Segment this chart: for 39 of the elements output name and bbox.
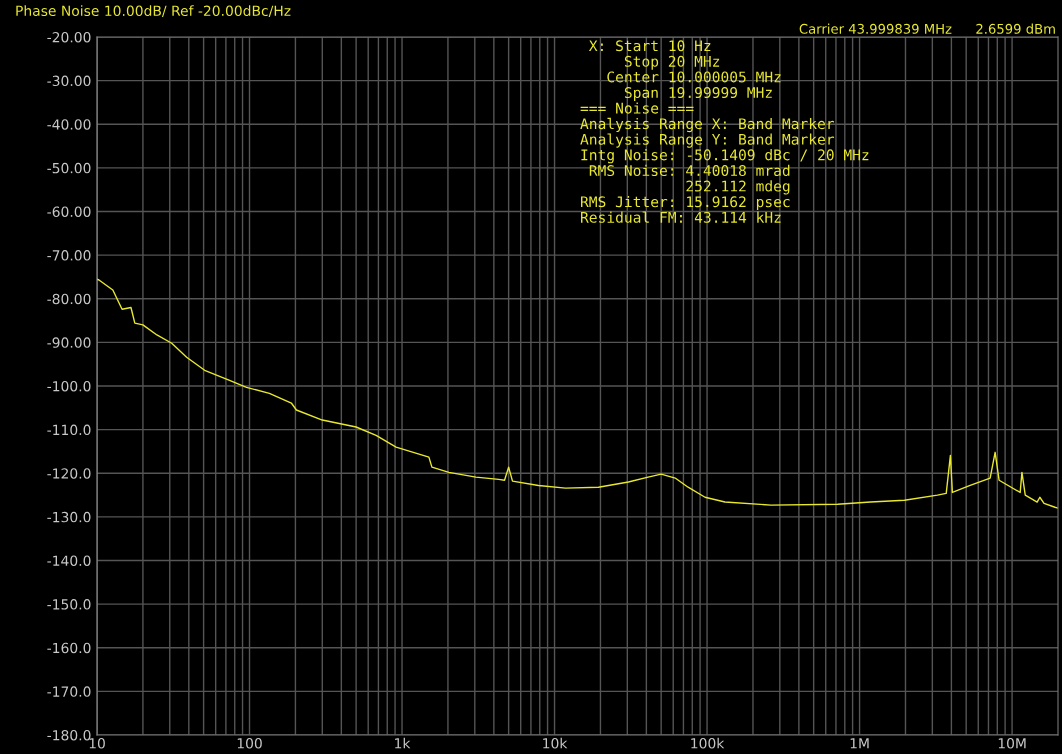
y-tick-label: -110.0	[47, 424, 91, 436]
annotation: Stop 20 MHz	[624, 55, 720, 70]
annotation: X: Start 10 Hz	[588, 40, 711, 52]
x-tick-label: 10M	[998, 738, 1026, 749]
y-tick-label: -90.00	[47, 337, 91, 348]
y-tick-label: -160.0	[47, 642, 91, 654]
y-tick-label: -170.0	[47, 686, 91, 697]
x-tick-label: 100	[237, 738, 262, 749]
y-tick-label: -40.00	[47, 119, 91, 130]
y-tick-label: -50.00	[47, 162, 91, 174]
x-tick-label: 100k	[691, 737, 725, 749]
annotation: Center 10.000005 MHz	[607, 71, 781, 83]
annotation: === Noise ===	[580, 102, 694, 114]
annotation: Intg Noise: -50.1409 dBc / 20 MHz	[581, 149, 869, 164]
y-tick-label: -20.00	[47, 31, 91, 43]
x-tick-label: 1k	[395, 737, 411, 749]
annotation: Residual FM: 43.114 kHz	[581, 211, 781, 223]
y-tick-label: -180.0	[47, 729, 91, 741]
x-tick-label: 1M	[850, 738, 869, 749]
y-tick-label: -150.0	[47, 599, 91, 610]
x-tick-label: 10k	[543, 737, 568, 749]
annotation: 252.112 mdeg	[686, 180, 790, 195]
y-tick-label: -70.00	[47, 250, 91, 261]
chart-title: Phase Noise 10.00dB/ Ref -20.00dBc/Hz	[16, 5, 291, 18]
annotation: RMS Noise: 4.40018 mrad	[589, 164, 790, 177]
x-tick-label: 10	[89, 738, 105, 749]
annotation: RMS Jitter: 15.9162 psec	[581, 195, 790, 211]
y-tick-label: -120.0	[47, 468, 91, 479]
y-tick-label: -80.00	[47, 293, 91, 305]
y-tick-label: -130.0	[47, 511, 91, 523]
text: Carrier 43.999839 MHz	[799, 23, 952, 34]
y-tick-label: -60.00	[47, 206, 91, 217]
annotation: Span 19.99999 MHz	[624, 87, 772, 101]
annotation: Analysis Range X: Band Marker	[580, 117, 835, 133]
y-tick-label: -30.00	[47, 75, 91, 87]
y-tick-label: -100.0	[47, 380, 91, 392]
annotation: Analysis Range Y: Band Marker	[580, 133, 835, 148]
y-tick-label: -140.0	[47, 555, 91, 566]
text: 2.6599 dBm	[976, 23, 1055, 34]
